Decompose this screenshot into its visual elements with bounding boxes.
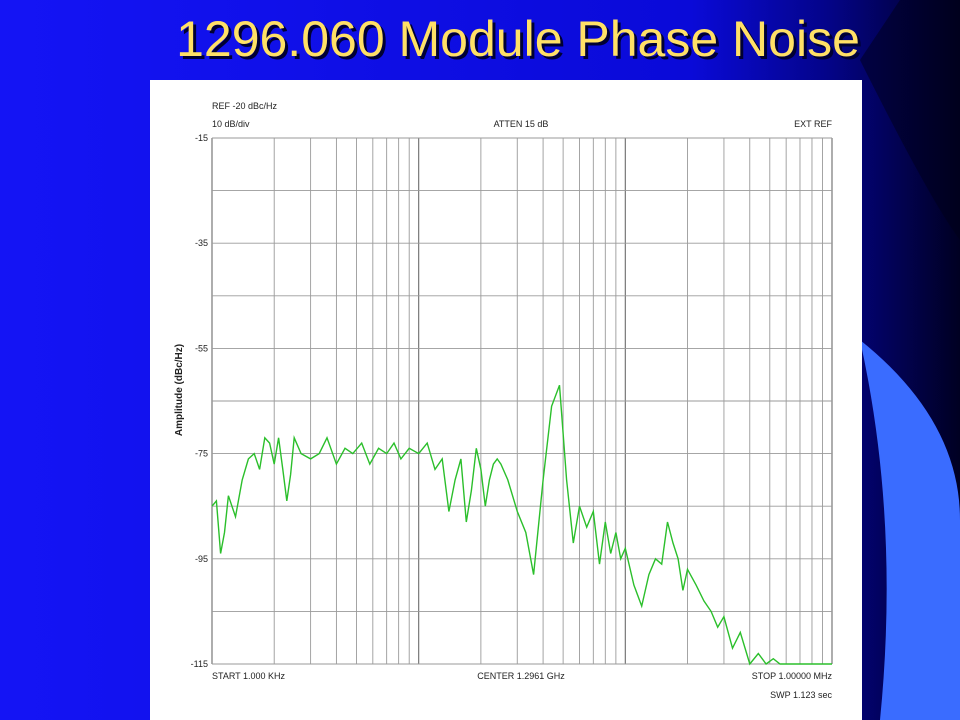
header-ref-label: REF -20 dBc/Hz — [212, 101, 278, 111]
decorative-swoosh — [860, 340, 960, 720]
y-axis-label: Amplitude (dBc/Hz) — [174, 344, 185, 436]
footer-stop-label: STOP 1.00000 MHz — [752, 671, 833, 681]
chart-grid — [211, 137, 833, 665]
header-ext-ref-label: EXT REF — [794, 119, 832, 129]
y-tick-label: -95 — [195, 554, 208, 564]
footer-center-label: CENTER 1.2961 GHz — [477, 671, 565, 681]
footer-sweep-label: SWP 1.123 sec — [770, 690, 832, 700]
phase-noise-trace — [211, 384, 832, 666]
y-tick-label: -15 — [195, 133, 208, 143]
plot-panel — [150, 80, 862, 720]
footer-start-label: START 1.000 KHz — [212, 671, 286, 681]
y-tick-label: -75 — [195, 449, 208, 459]
slide-title: 1296.060 Module Phase Noise — [176, 11, 860, 67]
y-tick-label: -35 — [195, 238, 208, 248]
y-tick-label: -115 — [191, 659, 208, 669]
y-tick-label: -55 — [195, 343, 208, 353]
header-scale-label: 10 dB/div — [212, 119, 250, 129]
header-atten-label: ATTEN 15 dB — [494, 119, 549, 129]
phase-noise-chart: REF -20 dBc/Hz 10 dB/div ATTEN 15 dB EXT… — [174, 101, 833, 700]
y-tick-labels: -15 -35 -55 -75 -95 -115 — [191, 133, 208, 669]
